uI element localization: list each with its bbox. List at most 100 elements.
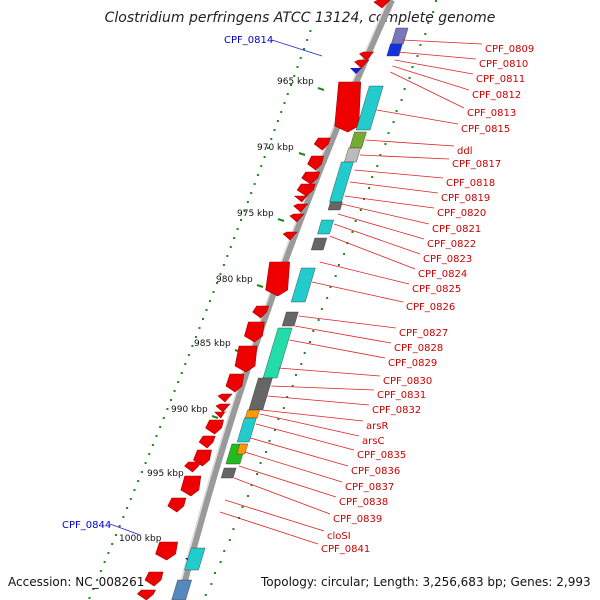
- gc-dot: [260, 165, 263, 167]
- leader-line: [354, 169, 444, 179]
- feature-block: [317, 219, 334, 235]
- gc-dot: [376, 165, 379, 167]
- gc-dot: [300, 363, 303, 365]
- gc-dot: [362, 198, 365, 200]
- gc-dot: [283, 102, 286, 104]
- gc-dot: [177, 381, 180, 383]
- gc-dot: [191, 345, 194, 347]
- gc-dot: [329, 286, 332, 288]
- feature-block: [349, 131, 367, 149]
- feature-block: [281, 311, 299, 327]
- cds-arrow: [214, 411, 227, 419]
- gc-dotted-track-inner: [88, 30, 312, 599]
- gc-dot: [259, 462, 262, 464]
- cds-arrow: [293, 203, 309, 213]
- feature-block: [236, 417, 257, 443]
- gc-dot: [184, 363, 187, 365]
- gc-dot: [256, 174, 259, 176]
- gc-dot: [270, 138, 273, 140]
- gc-dot: [173, 390, 176, 392]
- feature-block: [236, 443, 249, 455]
- gene-label: arsR: [366, 421, 388, 432]
- leader-line: [329, 235, 416, 270]
- gc-dot: [215, 282, 218, 284]
- leader-line: [311, 281, 404, 303]
- gc-dot: [309, 30, 312, 32]
- gc-dot: [326, 297, 329, 299]
- leader-line: [337, 213, 425, 240]
- gc-dot: [219, 273, 222, 275]
- gc-dot: [118, 525, 121, 527]
- feature-block: [220, 467, 237, 479]
- gc-dot: [198, 327, 201, 329]
- cds-arrow: [293, 195, 309, 203]
- feature-block: [327, 201, 343, 211]
- feature-block: [355, 85, 384, 131]
- cds-arrow: [225, 373, 245, 393]
- gene-label: CPF_0824: [418, 269, 467, 280]
- gene-label: CPF_0838: [339, 497, 388, 508]
- gene-label: CPF_0819: [441, 193, 490, 204]
- gc-dot: [214, 572, 217, 574]
- gene-label: CPF_0815: [461, 124, 510, 135]
- gc-dot: [273, 129, 276, 131]
- gc-dot: [155, 435, 158, 437]
- gc-dot: [99, 570, 102, 572]
- scale-labels: 965 kbp 970 kbp 975 kbp 980 kbp 985 kbp …: [119, 77, 314, 544]
- feature-block: [171, 579, 192, 600]
- gc-dot: [187, 354, 190, 356]
- leader-line: [319, 261, 410, 285]
- gene-label: CPF_0835: [357, 450, 406, 461]
- gc-dot: [126, 507, 129, 509]
- cds-arrow: [354, 59, 370, 69]
- gene-label: CPF_0825: [412, 284, 461, 295]
- leader-line: [349, 181, 439, 194]
- label-leader-lines: [109, 39, 483, 545]
- gc-dot: [166, 408, 169, 410]
- gc-dot: [435, 0, 437, 2]
- gc-dot: [392, 121, 395, 123]
- tick-label-980: 980 kbp: [216, 275, 253, 285]
- gc-dot: [263, 156, 266, 158]
- gc-dot: [140, 471, 143, 473]
- gc-dot: [240, 219, 243, 221]
- gc-dot: [432, 11, 435, 13]
- gc-dot: [144, 462, 147, 464]
- gc-dot: [88, 597, 91, 599]
- gc-dot: [302, 48, 305, 50]
- gc-dot: [395, 110, 398, 112]
- leader-line: [294, 325, 392, 344]
- leader-line: [271, 39, 323, 57]
- gene-label: CPF_0831: [377, 390, 426, 401]
- genome-summary-text: Topology: circular; Length: 3,256,683 bp…: [260, 575, 591, 589]
- gene-label: CPF_0823: [423, 254, 472, 265]
- gc-dot: [306, 39, 309, 41]
- cds-arrow: [252, 305, 270, 319]
- gene-label: ddl: [457, 146, 472, 157]
- gc-dot: [400, 99, 403, 101]
- gc-dot: [219, 561, 222, 563]
- gene-labels-right: CPF_0809 CPF_0810 CPF_0811 CPF_0812 CPF_…: [321, 44, 534, 555]
- gc-dot: [92, 588, 95, 590]
- gc-dot: [222, 264, 225, 266]
- cds-arrow: [307, 155, 325, 171]
- gene-label: CPF_0820: [437, 208, 486, 219]
- gene-label: CPF_0822: [427, 239, 476, 250]
- leader-line: [259, 413, 360, 437]
- tick-label-975: 975 kbp: [237, 209, 274, 219]
- leader-line: [365, 139, 455, 147]
- gc-dot: [337, 264, 340, 266]
- gc-dot: [416, 55, 419, 57]
- gc-dot: [384, 143, 387, 145]
- leader-line: [289, 339, 386, 359]
- leader-line: [267, 395, 370, 406]
- gc-dot: [103, 561, 106, 563]
- gene-label: CPF_0836: [351, 466, 400, 477]
- gc-dot: [359, 209, 362, 211]
- gc-dot: [247, 495, 250, 497]
- gc-dot: [276, 120, 279, 122]
- cds-arrow: [180, 475, 202, 497]
- gc-dot: [290, 84, 293, 86]
- leader-line: [298, 315, 397, 329]
- accession-text: Accession: NC_008261: [8, 575, 144, 589]
